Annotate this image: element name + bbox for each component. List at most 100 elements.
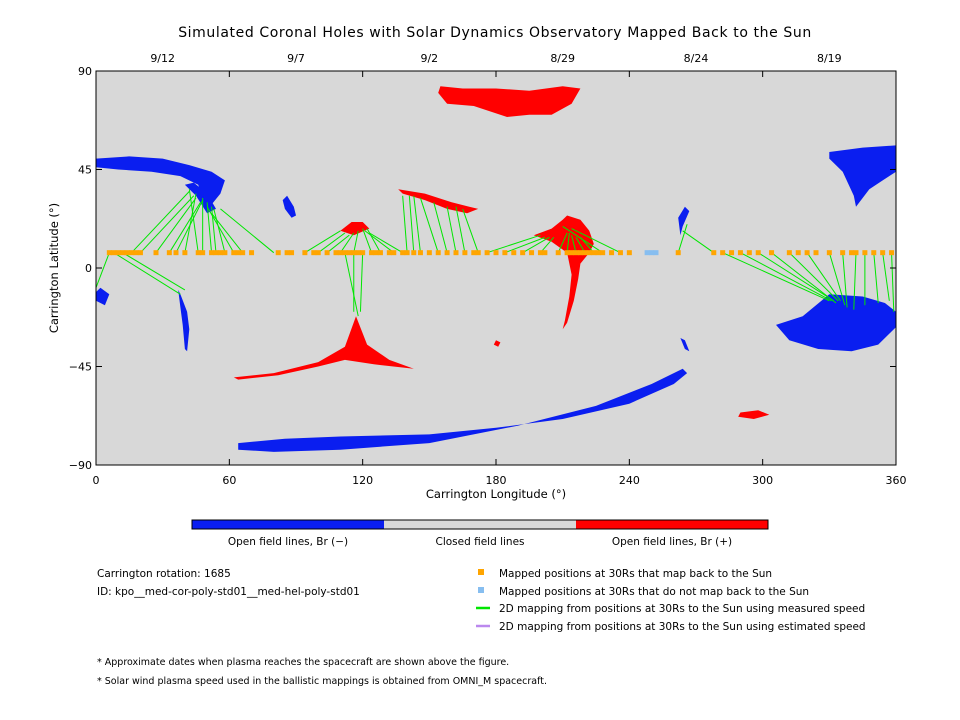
mapping-line <box>364 230 395 254</box>
mapped-position <box>871 250 877 256</box>
unmapped-position <box>649 250 655 256</box>
coronal-hole-negative <box>678 206 690 236</box>
legend-item: 2D mapping from positions at 30Rs to the… <box>476 621 866 633</box>
mapped-position <box>746 250 752 256</box>
mapped-position <box>217 250 223 256</box>
mapping-line <box>575 237 586 253</box>
mapping-line <box>873 252 879 304</box>
date-label: 9/12 <box>150 52 175 65</box>
mapping-line <box>842 252 848 308</box>
mapping-line <box>220 208 275 254</box>
coronal-hole-negative <box>776 294 896 352</box>
mapping-line <box>853 252 857 310</box>
mapped-position <box>537 250 543 256</box>
mapped-position <box>337 250 343 256</box>
mapping-line <box>540 237 555 254</box>
mapped-position <box>129 250 135 256</box>
mapped-position <box>195 250 201 256</box>
mapped-position <box>493 250 499 256</box>
mapping-line <box>522 236 550 254</box>
unmapped-position <box>644 250 650 256</box>
mapped-position <box>315 250 321 256</box>
mapped-position <box>609 250 615 256</box>
mapping-line <box>113 252 181 295</box>
mapping-line <box>140 195 195 254</box>
footnote-dates: * Approximate dates when plasma reaches … <box>97 657 509 668</box>
mapping-line <box>433 202 448 253</box>
mapping-line <box>326 234 350 254</box>
run-id: ID: kpo__med-cor-poly-std01__med-hel-pol… <box>97 586 360 598</box>
mapped-position <box>391 250 397 256</box>
mapped-position <box>404 250 410 256</box>
mapped-position <box>862 250 868 256</box>
mapped-position <box>435 250 441 256</box>
mapped-position <box>626 250 632 256</box>
colorbar-label-positive: Open field lines, Br (+) <box>612 536 732 548</box>
mapping-line <box>155 197 197 253</box>
mapping-line <box>353 230 359 253</box>
mapping-line <box>757 252 835 302</box>
mapping-line <box>95 252 110 288</box>
closed-field-background <box>96 71 896 465</box>
colorbar: Open field lines, Br (−) Closed field li… <box>191 519 769 548</box>
mapped-position <box>200 250 206 256</box>
mapped-position <box>426 250 432 256</box>
mapping-line <box>359 252 364 312</box>
mapped-position <box>106 250 112 256</box>
mapped-position <box>231 250 237 256</box>
mapped-position <box>275 250 281 256</box>
colorbar-positive <box>576 520 768 529</box>
mapping-line <box>682 230 715 254</box>
mapped-position <box>360 250 366 256</box>
mapping-lines <box>95 189 895 317</box>
mapping-line <box>462 208 479 253</box>
mapped-position <box>311 250 317 256</box>
mapping-line <box>677 224 688 253</box>
mapped-position <box>675 250 681 256</box>
y-axis-label: Carrington Latitude (°) <box>47 203 61 333</box>
mapped-position <box>720 250 726 256</box>
mapped-position <box>369 250 375 256</box>
x-tick-label: 120 <box>352 474 373 487</box>
mapping-line <box>571 228 621 254</box>
mapped-position <box>120 250 126 256</box>
date-label: 8/19 <box>817 52 842 65</box>
mapped-position <box>555 250 561 256</box>
mapped-position <box>111 250 117 256</box>
mapped-position <box>182 250 188 256</box>
mapped-position <box>569 250 575 256</box>
mapping-line <box>366 228 381 253</box>
mapping-line <box>806 252 841 302</box>
mapped-position <box>617 250 623 256</box>
mapped-position <box>302 250 308 256</box>
mapping-line <box>486 234 541 254</box>
mapping-line <box>188 189 199 253</box>
mapped-position <box>222 250 228 256</box>
mapped-position <box>475 250 481 256</box>
mapping-line <box>566 232 570 253</box>
mapped-position <box>133 250 139 256</box>
mapping-line <box>828 252 846 306</box>
mapped-position <box>586 250 592 256</box>
coronal-hole-negative <box>184 182 216 214</box>
legend-item: Mapped positions at 30Rs that map back t… <box>478 568 772 580</box>
mapped-position <box>502 250 508 256</box>
mapping-line <box>369 232 403 254</box>
colorbar-negative <box>192 520 384 529</box>
mapped-position <box>755 250 761 256</box>
carrington-rotation: Carrington rotation: 1685 <box>97 568 231 580</box>
coronal-hole-positive <box>340 222 370 236</box>
mapping-line <box>419 197 439 253</box>
mapped-position <box>573 250 579 256</box>
coronal-hole-positive <box>493 340 501 347</box>
mapping-line <box>891 252 895 312</box>
mapped-position <box>324 250 330 256</box>
mapped-position <box>411 250 417 256</box>
mapped-position <box>213 250 219 256</box>
mapping-line <box>211 212 244 253</box>
mapped-position <box>564 250 570 256</box>
date-label: 9/2 <box>420 52 438 65</box>
coronal-hole-negative <box>238 368 688 452</box>
x-tick-label: 180 <box>486 474 507 487</box>
